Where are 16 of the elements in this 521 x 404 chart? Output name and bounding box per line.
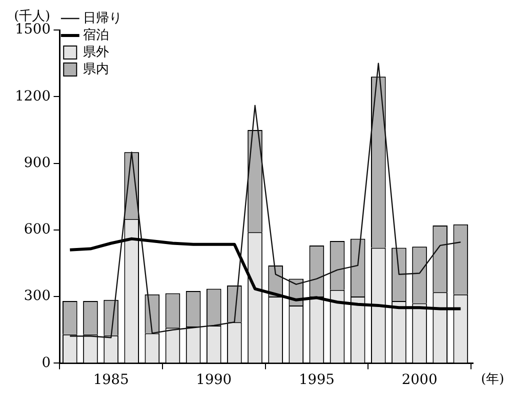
x-tick-label: 1985 bbox=[93, 372, 129, 388]
legend-label: 宿泊 bbox=[83, 26, 110, 43]
y-tick-label: 1200 bbox=[14, 88, 51, 104]
legend-label: 日帰り bbox=[83, 10, 122, 26]
y-tick-label: 300 bbox=[24, 288, 51, 304]
x-tick-label: 1995 bbox=[298, 372, 335, 388]
legend-label: 県外 bbox=[83, 44, 110, 60]
y-axis-title: (千人) bbox=[14, 8, 50, 24]
y-tick-label: 0 bbox=[42, 354, 51, 371]
y-tick-label: 900 bbox=[24, 154, 51, 171]
y-tick-label: 1500 bbox=[14, 22, 51, 38]
y-tick-label: 600 bbox=[24, 222, 51, 238]
x-tick-label: 1990 bbox=[196, 372, 232, 388]
legend-label: 県内 bbox=[83, 62, 110, 77]
x-tick-label: 2000 bbox=[402, 372, 438, 388]
x-axis-title: (年) bbox=[481, 372, 504, 388]
